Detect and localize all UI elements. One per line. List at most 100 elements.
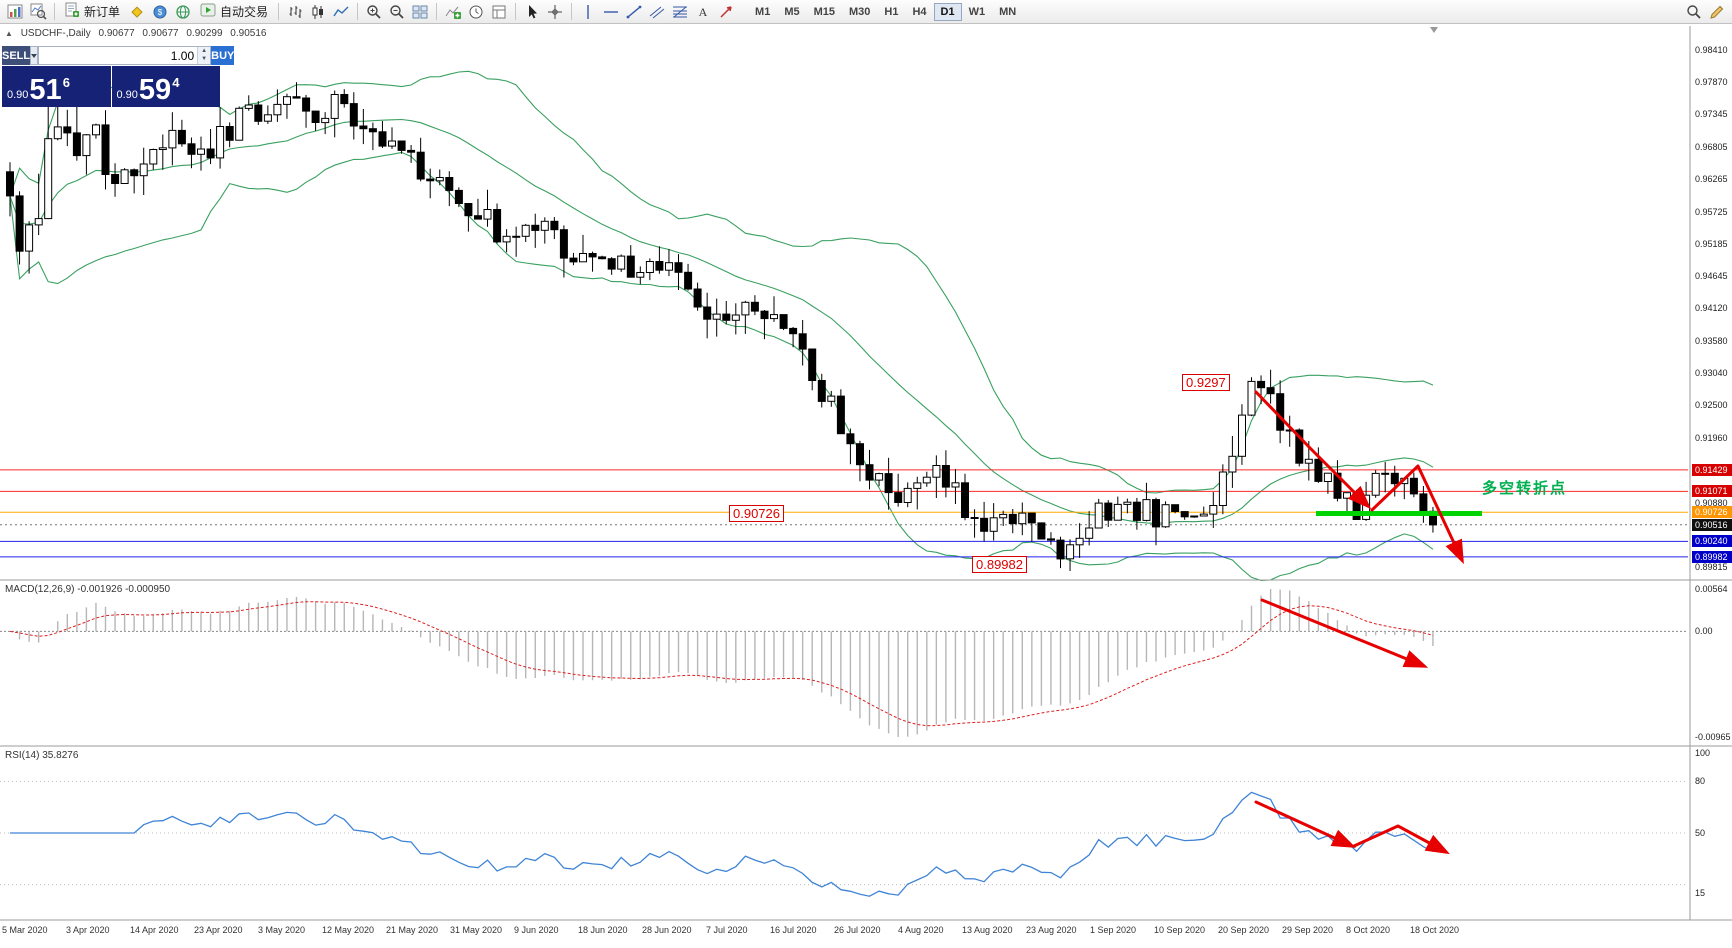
buy-button[interactable]: BUY (211, 46, 235, 65)
date-label: 21 May 2020 (386, 925, 439, 935)
toolbar-separator (357, 3, 359, 20)
indicators-icon[interactable] (442, 2, 464, 22)
price-badge: 0.89982 (1692, 550, 1732, 563)
support-zone-line[interactable] (1316, 511, 1482, 516)
scale-tick-label: 0.98410 (1695, 45, 1728, 55)
timeframe-M1[interactable]: M1 (748, 3, 777, 21)
symbol-name: USDCHF-,Daily (20, 28, 91, 39)
timeframe-M5[interactable]: M5 (777, 3, 806, 21)
timeframe-H4[interactable]: H4 (905, 3, 933, 21)
crosshair-tool-icon[interactable] (544, 2, 566, 22)
lot-size-input[interactable] (39, 47, 198, 64)
vertical-line-tool-icon[interactable] (577, 2, 599, 22)
timeframe-MN[interactable]: MN (992, 3, 1023, 21)
market-icon[interactable]: $ (149, 2, 171, 22)
scale-tick-label: 0.94120 (1695, 303, 1728, 314)
fibonacci-tool-icon[interactable] (669, 2, 691, 22)
sell-button[interactable]: SELL (2, 46, 31, 65)
lot-size-field: ▲ ▼ (38, 46, 212, 65)
symbol-marker-icon: ▲ (5, 29, 13, 38)
price-scale[interactable]: 0.98410 0.97870 0.97345 0.96805 0.96265 0.957… (1692, 24, 1732, 940)
timeframe-M15[interactable]: M15 (807, 3, 842, 21)
order-type-dropdown[interactable] (30, 46, 39, 65)
low-price-label[interactable]: 0.89982 (972, 556, 1027, 573)
toolbar-separator (571, 3, 573, 20)
date-label: 14 Apr 2020 (130, 925, 179, 935)
lot-decrease-button[interactable]: ▼ (198, 55, 211, 64)
candlestick-mode-icon[interactable] (307, 2, 329, 22)
macd-label: MACD(12,26,9) -0.001926 -0.000950 (5, 584, 171, 595)
new-chart-icon[interactable] (4, 2, 26, 22)
period-icon[interactable] (465, 2, 487, 22)
edit-icon[interactable] (1706, 2, 1728, 22)
date-label: 29 Sep 2020 (1282, 925, 1334, 935)
arrows-tool-icon[interactable] (715, 2, 737, 22)
svg-text:$: $ (158, 8, 163, 17)
trend-arrow-down-2[interactable] (1370, 464, 1464, 565)
tile-windows-icon[interactable] (409, 2, 431, 22)
date-label: 5 Mar 2020 (2, 925, 48, 935)
rsi-trend-arrow-1[interactable] (1254, 800, 1357, 848)
scale-tick-label: 0.93040 (1695, 368, 1728, 378)
template-icon[interactable] (488, 2, 510, 22)
date-axis[interactable]: 5 Mar 2020 3 Apr 2020 14 Apr 2020 23 Apr 20… (0, 922, 1692, 942)
date-label: 18 Jun 2020 (578, 925, 628, 935)
scale-tick-label: 0.97345 (1695, 109, 1728, 120)
turning-point-text[interactable]: 多空转折点 (1482, 480, 1568, 497)
scale-tick-label: 0.00564 (1695, 584, 1728, 594)
cursor-tool-icon[interactable] (521, 2, 543, 22)
sell-price-prefix: 0.90 (7, 89, 29, 101)
date-label: 20 Sep 2020 (1218, 925, 1270, 935)
autotrading-button[interactable]: 自动交易 (195, 2, 273, 22)
date-label: 13 Aug 2020 (962, 925, 1013, 935)
timeframe-W1[interactable]: W1 (962, 3, 993, 21)
text-tool-icon[interactable]: A (692, 2, 714, 22)
scale-tick-label: 15 (1695, 888, 1706, 899)
zoom-in-icon[interactable] (363, 2, 385, 22)
scale-tick-label: 0.96805 (1695, 141, 1728, 152)
date-label: 18 Oct 2020 (1410, 925, 1460, 935)
toolbar-separator (278, 3, 280, 20)
autotrading-icon (200, 2, 216, 21)
metaeditor-icon[interactable] (126, 2, 148, 22)
chart-profile-icon[interactable] (27, 2, 49, 22)
date-label: 16 Jul 2020 (770, 925, 817, 935)
timeframe-D1[interactable]: D1 (933, 2, 962, 21)
date-label: 26 Jul 2020 (834, 925, 881, 935)
scale-tick-label: 0.95185 (1695, 238, 1728, 249)
date-label: 1 Sep 2020 (1090, 925, 1137, 935)
search-icon[interactable] (1683, 2, 1705, 22)
sell-price-button[interactable]: 0.90 51 6 (2, 66, 111, 107)
low-value: 0.90299 (186, 28, 223, 39)
buy-price-button[interactable]: 0.90 59 4 (111, 66, 220, 107)
scale-tick-label: 0.92500 (1695, 400, 1728, 411)
lot-increase-button[interactable]: ▲ (198, 47, 211, 56)
price-badge: 0.90240 (1692, 535, 1732, 548)
trendline-tool-icon[interactable] (623, 2, 645, 22)
zoom-out-icon[interactable] (386, 2, 408, 22)
line-chart-mode-icon[interactable] (330, 2, 352, 22)
channel-tool-icon[interactable] (646, 2, 668, 22)
macd-trend-arrow[interactable] (1260, 598, 1429, 668)
horizontal-level-lines[interactable] (0, 469, 1688, 558)
new-order-icon (65, 2, 80, 21)
scale-tick-label: 0.00 (1695, 626, 1713, 637)
bar-chart-mode-icon[interactable] (284, 2, 306, 22)
community-icon[interactable] (172, 2, 194, 22)
support-price-label[interactable]: 0.90726 (729, 505, 784, 522)
trend-arrow-down-1[interactable] (1254, 390, 1372, 510)
peak-price-label[interactable]: 0.9297 (1182, 374, 1230, 391)
price-badge: 0.91429 (1692, 463, 1732, 476)
rsi-trend-arrow-2[interactable] (1352, 824, 1450, 855)
timeframe-M30[interactable]: M30 (842, 3, 877, 21)
date-label: 9 Jun 2020 (514, 925, 559, 935)
scale-tick-label: 0.97870 (1695, 77, 1728, 88)
new-order-button[interactable]: 新订单 (60, 2, 125, 22)
scale-tick-label: 100 (1695, 748, 1711, 758)
timeframe-H1[interactable]: H1 (877, 3, 905, 21)
scale-tick-label: -0.00965 (1695, 732, 1731, 742)
horizontal-line-tool-icon[interactable] (600, 2, 622, 22)
date-label: 8 Oct 2020 (1346, 925, 1391, 935)
